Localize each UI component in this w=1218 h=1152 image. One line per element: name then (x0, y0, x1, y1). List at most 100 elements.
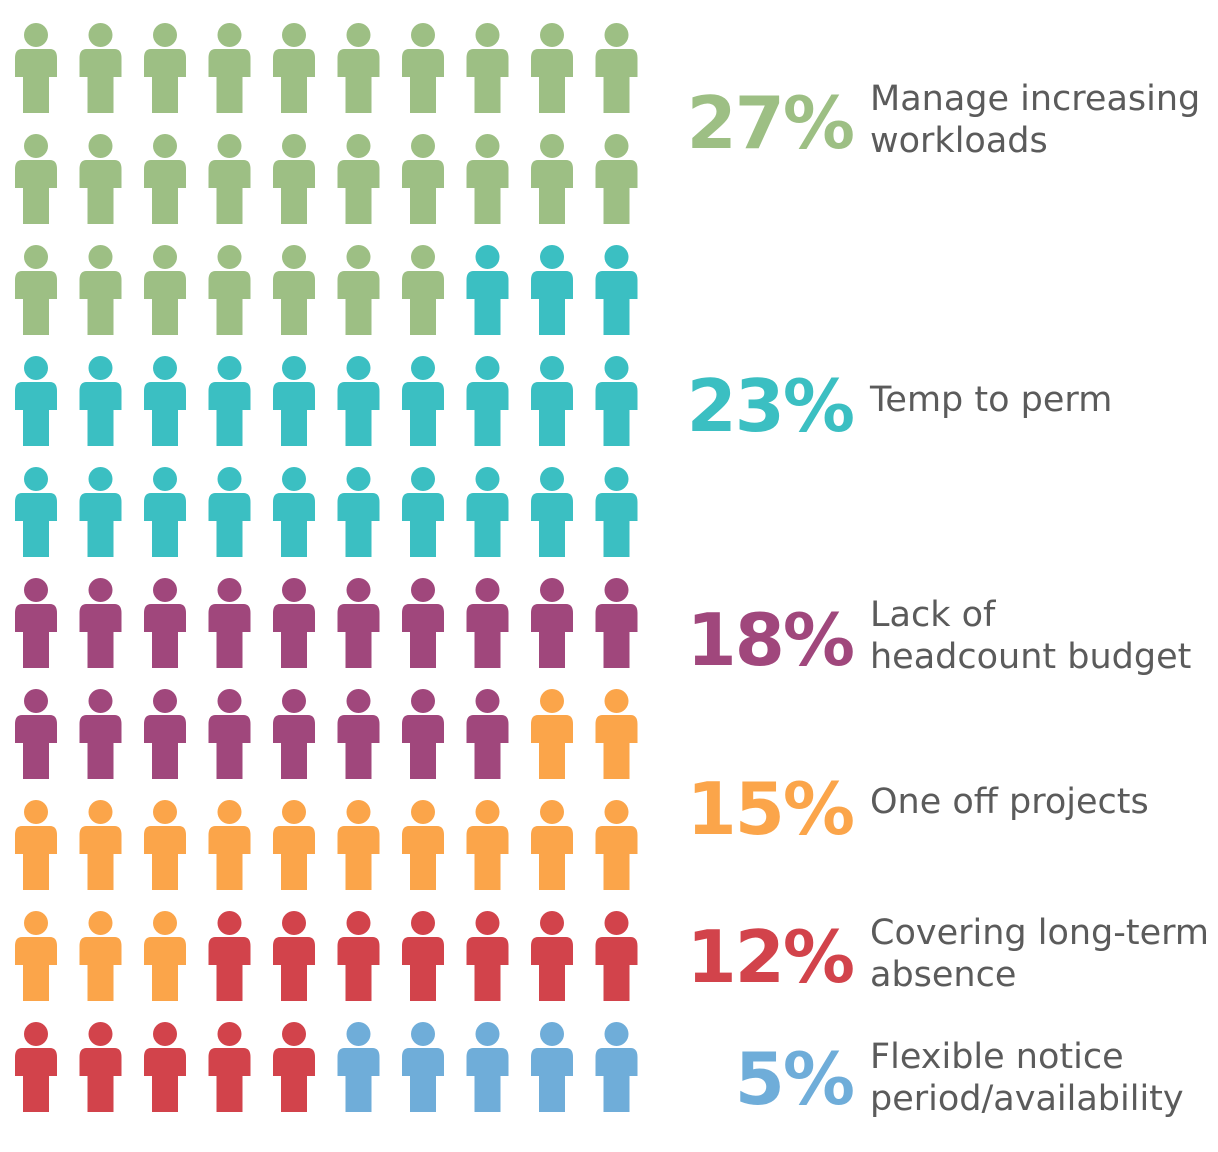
person-head (88, 578, 113, 602)
person-icon (531, 356, 573, 446)
person-icon (402, 467, 444, 557)
person-body (531, 271, 573, 335)
person-icon (208, 689, 251, 779)
person-body (15, 160, 57, 224)
person-icon (273, 911, 315, 1001)
person-head (88, 245, 113, 269)
person-icon (337, 245, 380, 335)
person-head (540, 689, 564, 713)
person-icon (15, 356, 57, 446)
person-icon (144, 1022, 186, 1112)
person-body (79, 160, 122, 224)
person-body (337, 271, 380, 335)
person-head (88, 1022, 113, 1046)
person-head (282, 800, 306, 824)
person-icon (337, 1022, 380, 1112)
person-icon (402, 1022, 444, 1112)
legend-label-workloads: Manage increasing workloads (870, 79, 1201, 161)
person-icon (595, 1022, 638, 1112)
person-icon (208, 1022, 251, 1112)
person-head (540, 245, 564, 269)
person-icon (79, 689, 122, 779)
person-icon (337, 23, 380, 113)
person-body (466, 271, 509, 335)
person-head (217, 23, 242, 47)
person-icon (466, 578, 509, 668)
person-icon (337, 578, 380, 668)
person-head (24, 467, 48, 491)
person-head (411, 800, 435, 824)
person-icon (595, 356, 638, 446)
person-head (604, 689, 629, 713)
person-body (144, 1048, 186, 1112)
person-icon (595, 23, 638, 113)
person-icon (466, 245, 509, 335)
person-body (402, 271, 444, 335)
person-head (88, 800, 113, 824)
person-icon (531, 23, 573, 113)
person-head (153, 800, 177, 824)
person-icon (595, 467, 638, 557)
person-icon (402, 578, 444, 668)
person-head (540, 578, 564, 602)
person-body (273, 493, 315, 557)
person-body (208, 160, 251, 224)
person-head (24, 800, 48, 824)
person-head (475, 356, 500, 380)
person-head (24, 23, 48, 47)
person-icon (79, 1022, 122, 1112)
person-icon (402, 356, 444, 446)
person-head (475, 689, 500, 713)
person-head (217, 911, 242, 935)
person-head (346, 245, 371, 269)
person-head (604, 23, 629, 47)
person-head (475, 911, 500, 935)
person-head (604, 467, 629, 491)
person-body (15, 826, 57, 890)
person-icon (79, 134, 122, 224)
legend-value-temp-to-perm: 23% (686, 364, 855, 448)
person-head (540, 356, 564, 380)
person-icon (144, 134, 186, 224)
person-head (217, 578, 242, 602)
person-head (411, 356, 435, 380)
person-head (153, 911, 177, 935)
person-head (282, 1022, 306, 1046)
person-head (88, 356, 113, 380)
person-icon (595, 689, 638, 779)
person-body (273, 382, 315, 446)
person-body (531, 49, 573, 113)
person-body (531, 937, 573, 1001)
person-body (402, 715, 444, 779)
person-icon (531, 800, 573, 890)
person-body (208, 604, 251, 668)
person-icon (144, 800, 186, 890)
person-body (402, 160, 444, 224)
person-head (282, 356, 306, 380)
person-head (153, 23, 177, 47)
person-head (24, 356, 48, 380)
person-icon (466, 356, 509, 446)
person-icon (15, 134, 57, 224)
person-body (208, 271, 251, 335)
person-icon (466, 911, 509, 1001)
person-icon (273, 578, 315, 668)
person-body (79, 382, 122, 446)
person-head (411, 23, 435, 47)
person-body (531, 382, 573, 446)
person-icon (337, 800, 380, 890)
person-head (411, 467, 435, 491)
person-body (144, 49, 186, 113)
person-icon (79, 911, 122, 1001)
person-body (144, 382, 186, 446)
person-head (153, 1022, 177, 1046)
person-head (604, 578, 629, 602)
person-head (24, 911, 48, 935)
person-body (273, 271, 315, 335)
person-head (475, 800, 500, 824)
person-body (595, 826, 638, 890)
person-icon (595, 134, 638, 224)
person-icon (466, 134, 509, 224)
person-head (24, 578, 48, 602)
person-icon (79, 578, 122, 668)
